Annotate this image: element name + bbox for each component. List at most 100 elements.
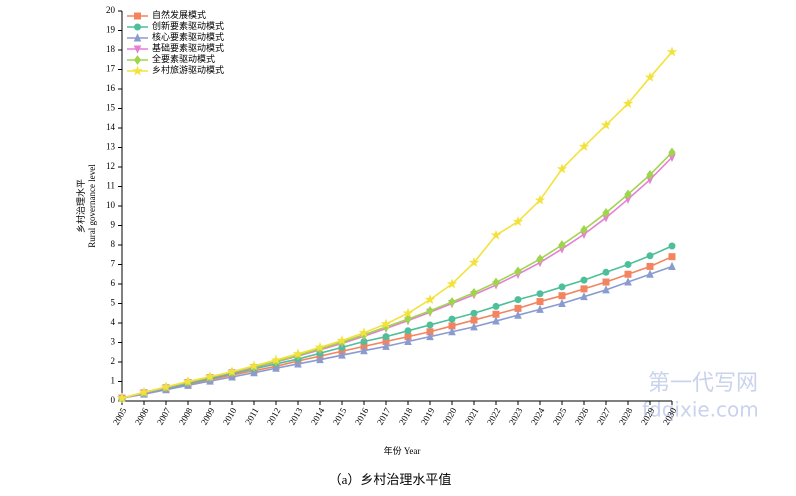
- y-tick-label: 13: [106, 142, 116, 152]
- x-tick-label: 2026: [573, 406, 591, 427]
- x-tick-label: 2023: [507, 406, 525, 427]
- marker: [250, 368, 258, 377]
- marker: [668, 242, 676, 250]
- marker: [492, 310, 500, 318]
- x-tick-label: 2014: [309, 406, 327, 427]
- marker: [448, 327, 456, 336]
- marker: [470, 287, 478, 298]
- marker: [446, 278, 458, 289]
- y-tick-label: 3: [111, 337, 116, 347]
- y-tick-label: 14: [106, 122, 116, 132]
- marker: [646, 169, 654, 180]
- marker: [470, 322, 478, 331]
- marker: [558, 298, 566, 307]
- x-tick-label: 2006: [133, 406, 151, 427]
- y-tick-label: 4: [111, 317, 116, 327]
- x-tick-label: 2012: [265, 406, 283, 427]
- x-tick-label: 2010: [221, 406, 239, 427]
- legend-marker: [132, 65, 143, 76]
- x-tick-label: 2013: [287, 406, 305, 427]
- marker: [514, 266, 522, 277]
- marker: [534, 194, 546, 205]
- marker: [470, 309, 478, 317]
- x-axis-label: 年份 Year: [384, 445, 421, 456]
- marker: [514, 296, 522, 304]
- marker: [404, 336, 412, 346]
- x-tick-label: 2009: [199, 406, 217, 427]
- marker: [580, 291, 588, 301]
- y-tick-label: 9: [111, 220, 116, 230]
- marker: [512, 216, 524, 227]
- marker: [360, 345, 368, 355]
- marker: [580, 285, 588, 293]
- marker: [558, 240, 566, 250]
- series-line: [121, 151, 673, 399]
- y-axis-label: 乡村治理水平: [75, 179, 86, 233]
- x-tick-label: 2028: [617, 406, 635, 427]
- legend-marker: [133, 33, 142, 42]
- marker: [646, 269, 654, 278]
- legend-label: 创新要素驱动模式: [152, 20, 224, 31]
- y-axis-label: Rural governance level: [87, 164, 97, 248]
- marker: [556, 163, 568, 174]
- y-tick-label: 16: [106, 83, 116, 93]
- marker: [624, 261, 632, 268]
- marker: [536, 254, 544, 264]
- marker: [536, 290, 544, 298]
- x-tick-label: 2021: [463, 406, 481, 427]
- legend-label: 基础要素驱动模式: [152, 42, 224, 53]
- y-tick-label: 17: [106, 64, 116, 74]
- y-tick-label: 12: [106, 161, 115, 171]
- marker: [338, 350, 346, 359]
- y-tick-label: 18: [106, 44, 116, 54]
- marker: [624, 277, 632, 286]
- marker: [404, 327, 412, 335]
- marker: [468, 257, 480, 268]
- marker: [426, 306, 434, 316]
- y-tick-label: 6: [111, 278, 116, 288]
- x-tick-label: 2022: [485, 406, 503, 427]
- y-tick-label: 5: [111, 298, 116, 308]
- marker: [316, 354, 324, 364]
- y-tick-label: 0: [111, 395, 116, 405]
- series-line: [121, 245, 673, 399]
- marker: [558, 283, 566, 291]
- marker: [138, 386, 150, 397]
- marker: [426, 331, 434, 341]
- marker: [536, 304, 544, 313]
- marker: [380, 318, 392, 329]
- marker: [602, 268, 610, 276]
- marker: [226, 366, 238, 377]
- x-tick-label: 2025: [551, 406, 569, 427]
- x-tick-label: 2016: [353, 406, 371, 427]
- series-line: [121, 255, 673, 399]
- marker: [622, 98, 634, 109]
- marker: [116, 392, 128, 403]
- marker: [402, 307, 414, 318]
- caption: （a）乡村治理水平值: [329, 472, 452, 487]
- x-tick-label: 2011: [243, 406, 260, 426]
- marker: [514, 310, 522, 319]
- x-tick-label: 2027: [595, 406, 613, 427]
- marker: [602, 207, 610, 218]
- y-tick-label: 15: [106, 103, 116, 113]
- marker: [448, 297, 456, 307]
- watermark: 第一代写网: [648, 371, 758, 396]
- y-tick-label: 1: [111, 376, 116, 386]
- legend-label: 乡村旅游驱动模式: [152, 64, 224, 75]
- x-tick-label: 2024: [529, 406, 547, 427]
- marker: [602, 285, 610, 294]
- marker: [668, 253, 676, 261]
- marker: [292, 348, 304, 359]
- y-tick-label: 11: [106, 181, 115, 191]
- marker: [600, 119, 612, 130]
- legend-marker: [134, 23, 141, 31]
- marker: [668, 261, 676, 270]
- marker: [666, 46, 678, 57]
- series-line: [121, 265, 673, 399]
- y-tick-label: 2: [111, 356, 116, 366]
- marker: [424, 294, 436, 305]
- x-tick-label: 2008: [177, 406, 195, 427]
- marker: [294, 359, 302, 368]
